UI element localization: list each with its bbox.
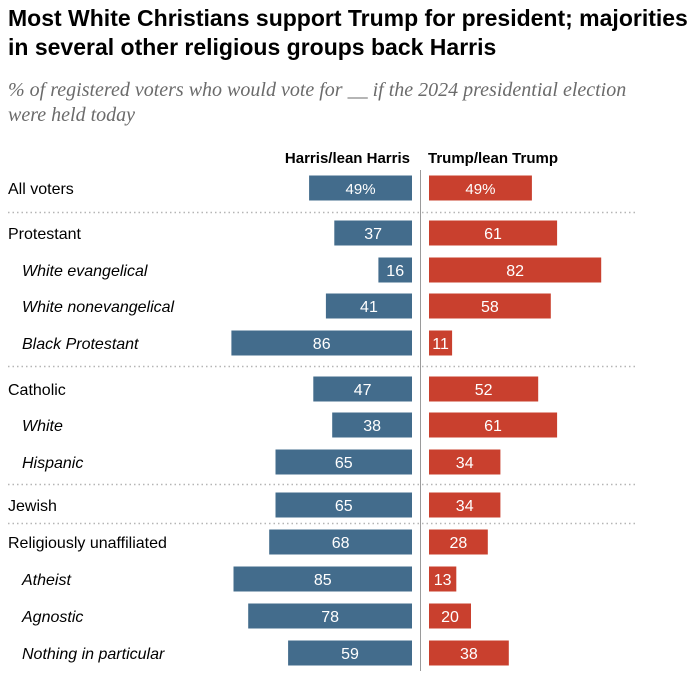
data-label-trump: 38: [460, 646, 478, 663]
data-label-harris: 38: [363, 418, 381, 435]
category-label: Religiously unaffiliated: [8, 535, 167, 552]
bar-trump: [429, 640, 509, 666]
data-label-harris: 68: [332, 535, 350, 552]
category-label: White nonevangelical: [22, 299, 175, 316]
bar-trump: [429, 449, 501, 475]
bar-trump: [429, 492, 501, 518]
data-label-harris: 59: [341, 646, 359, 663]
chart-title: Most White Christians support Trump for …: [8, 5, 688, 60]
bar-trump: [429, 175, 532, 201]
bar-harris: [334, 220, 412, 246]
bar-trump: [429, 603, 471, 629]
bar-harris: [378, 257, 412, 283]
data-label-harris: 65: [335, 455, 353, 472]
data-label-trump: 34: [456, 498, 474, 515]
category-label: Catholic: [8, 382, 66, 399]
bar-trump: [429, 257, 602, 283]
data-label-trump: 28: [450, 535, 468, 552]
data-label-harris: 47: [354, 382, 372, 399]
data-label-harris: 49%: [346, 181, 376, 198]
data-label-trump: 52: [475, 382, 493, 399]
category-label: Jewish: [8, 498, 57, 515]
chart-subtitle: % of registered voters who would vote fo…: [8, 79, 627, 126]
bar-harris: [233, 566, 412, 592]
category-label: Hispanic: [22, 455, 83, 472]
bar-trump: [429, 529, 488, 555]
data-label-trump: 61: [484, 418, 502, 435]
data-label-trump: 13: [434, 572, 452, 589]
legend-harris: Harris/lean Harris: [285, 150, 410, 167]
data-label-harris: 86: [313, 336, 331, 353]
bar-harris: [325, 293, 412, 319]
bar-harris: [275, 492, 412, 518]
category-label: Agnostic: [21, 609, 83, 626]
category-label: Black Protestant: [22, 336, 139, 353]
data-label-harris: 65: [335, 498, 353, 515]
bar-harris: [332, 412, 412, 438]
bar-trump: [429, 376, 539, 402]
data-label-trump: 11: [432, 336, 449, 353]
data-label-trump: 58: [481, 299, 499, 316]
bar-harris: [231, 330, 412, 356]
category-label: Atheist: [21, 572, 71, 589]
bar-trump: [429, 412, 558, 438]
data-label-trump: 61: [484, 226, 502, 243]
data-label-harris: 41: [360, 299, 378, 316]
bar-harris: [309, 175, 412, 201]
bar-trump: [429, 293, 551, 319]
data-label-trump: 34: [456, 455, 474, 472]
data-label-trump: 82: [506, 263, 524, 280]
bar-harris: [313, 376, 412, 402]
bar-trump: [429, 220, 558, 246]
data-label-trump: 49%: [465, 181, 495, 198]
bar-harris: [269, 529, 412, 555]
category-label: White evangelical: [22, 263, 148, 280]
data-label-harris: 37: [364, 226, 382, 243]
data-label-harris: 85: [314, 572, 332, 589]
data-label-harris: 16: [386, 263, 404, 280]
data-label-trump: 20: [441, 609, 459, 626]
bar-trump: [429, 566, 457, 592]
data-label-harris: 78: [321, 609, 339, 626]
bar-harris: [275, 449, 412, 475]
bar-harris: [248, 603, 412, 629]
bar-trump: [429, 330, 453, 356]
chart-rows: All voters 49% 49% Protestant 37 61 White evan…: [8, 175, 637, 666]
category-label: Protestant: [8, 226, 81, 243]
legend-trump: Trump/lean Trump: [428, 150, 558, 167]
category-label: Nothing in particular: [22, 646, 165, 663]
category-label: All voters: [8, 181, 74, 198]
bar-harris: [288, 640, 412, 666]
category-label: White: [22, 418, 63, 435]
